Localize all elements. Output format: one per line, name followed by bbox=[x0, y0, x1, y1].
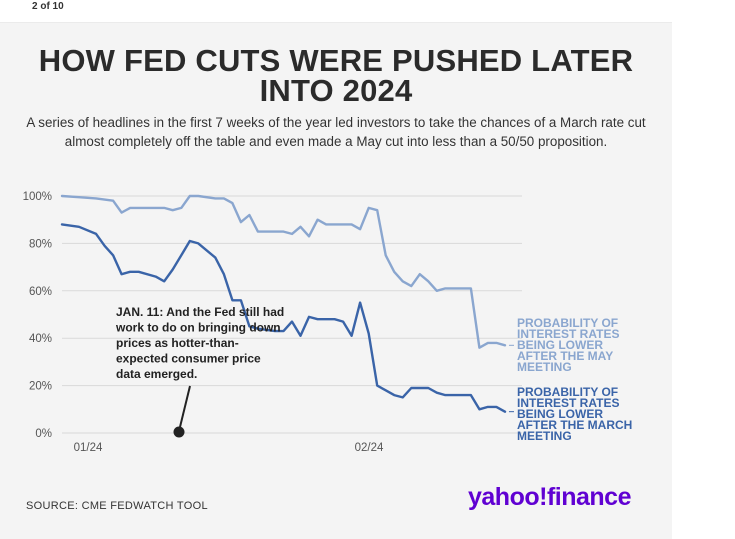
top-bar: 2 of 10 bbox=[0, 0, 672, 23]
series-label-line: BEING LOWER bbox=[517, 407, 603, 421]
y-axis-ticks: 0% 20% 40% 60% 80% 100% bbox=[23, 191, 52, 440]
march-meeting-line bbox=[60, 223, 507, 413]
chart-subtitle: A series of headlines in the first 7 wee… bbox=[26, 115, 646, 149]
y-tick-label: 80% bbox=[29, 238, 52, 250]
y-tick-label: 40% bbox=[29, 333, 52, 345]
annotation-line: prices as hotter-than- bbox=[116, 336, 239, 350]
y-tick-label: 100% bbox=[23, 191, 52, 203]
series-label-line: MEETING bbox=[517, 360, 572, 374]
y-tick-label: 20% bbox=[29, 381, 52, 393]
y-tick-label: 60% bbox=[29, 286, 52, 298]
source-note: SOURCE: CME FEDWATCH TOOL bbox=[26, 500, 208, 512]
right-gutter bbox=[672, 0, 735, 539]
yahoo-finance-logo: yahoo!finance bbox=[468, 483, 631, 511]
chart-card bbox=[0, 23, 672, 539]
page-counter: 2 of 10 bbox=[32, 1, 64, 12]
annotation-pointer bbox=[179, 385, 191, 428]
line-chart: 0% 20% 40% 60% 80% 100% 01/24 02/24 PROBABILIT… bbox=[23, 191, 633, 454]
series-label-line: INTEREST RATES bbox=[517, 327, 619, 341]
x-tick-label: 02/24 bbox=[355, 442, 384, 454]
may-meeting-line bbox=[60, 194, 507, 349]
x-tick-label: 01/24 bbox=[74, 442, 103, 454]
chart-grid bbox=[62, 195, 522, 434]
series-lines bbox=[60, 194, 507, 413]
annotation-dot bbox=[173, 426, 185, 438]
series-label-line: INTEREST RATES bbox=[517, 396, 619, 410]
series-label-line: AFTER THE MAY bbox=[517, 349, 613, 363]
series-label-line: PROBABILITY OF bbox=[517, 316, 618, 330]
annotation-line: work to do on bringing down bbox=[115, 321, 281, 335]
series-label-line: AFTER THE MARCH bbox=[517, 418, 632, 432]
annotation: JAN. 11: And the Fed still had work to do… bbox=[115, 305, 284, 438]
series-label-line: BEING LOWER bbox=[517, 338, 603, 352]
x-axis-ticks: 01/24 02/24 bbox=[74, 442, 384, 454]
annotation-line: JAN. 11: And the Fed still had bbox=[116, 305, 284, 319]
annotation-line: data emerged. bbox=[116, 367, 197, 381]
y-tick-label: 0% bbox=[35, 428, 52, 440]
annotation-jan-11: JAN. 11: And the Fed still had work to do… bbox=[115, 305, 284, 438]
chart-title: HOW FED CUTS WERE PUSHED LATER INTO 2024 bbox=[38, 43, 634, 108]
series-label-line: MEETING bbox=[517, 429, 572, 443]
annotation-line: expected consumer price bbox=[116, 352, 261, 366]
series-label-line: PROBABILITY OF bbox=[517, 385, 618, 399]
